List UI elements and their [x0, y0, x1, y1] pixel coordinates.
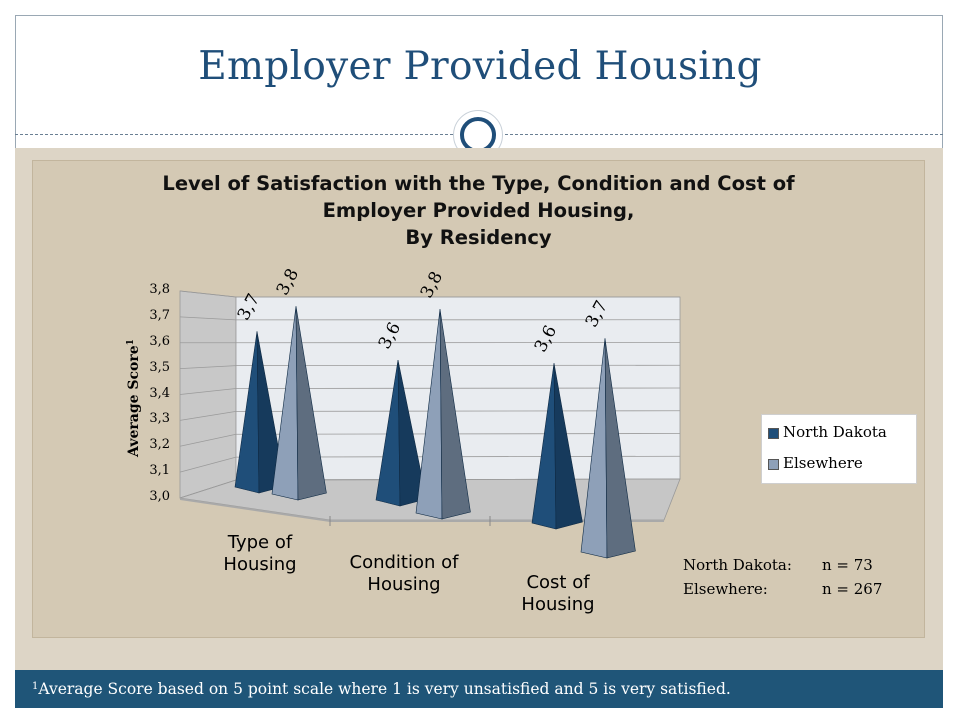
chart-title-line-2: Employer Provided Housing, — [322, 199, 635, 222]
sample-note-n-elsewhere: n = 267 — [822, 580, 883, 598]
data-label: 3,8 — [417, 268, 447, 301]
sample-note-n-north-dakota: n = 73 — [822, 556, 873, 574]
gridline — [179, 410, 681, 421]
chart-floor-edge — [180, 498, 664, 522]
y-tick-label: 3,4 — [149, 385, 170, 401]
gridline — [179, 364, 681, 370]
y-tick-label: 3,2 — [149, 437, 170, 453]
footnote-text: Average Score based on 5 point scale whe… — [38, 680, 731, 698]
footnote: 1Average Score based on 5 point scale wh… — [32, 680, 731, 698]
y-tick-label: 3,1 — [149, 463, 170, 479]
y-tick-label: 3,8 — [149, 282, 170, 297]
pyramid-side-face — [397, 360, 427, 507]
legend-swatch-elsewhere — [768, 459, 779, 470]
sample-note-group-north-dakota: North Dakota: — [683, 556, 792, 574]
divider-ring-icon — [460, 117, 496, 153]
footer-bar — [15, 670, 943, 708]
footnote-marker: 1 — [32, 681, 39, 692]
y-tick-label: 3,5 — [149, 359, 170, 375]
x-tick-label: Type of Housing — [223, 532, 297, 575]
gridline — [179, 316, 681, 321]
slide-title: Employer Provided Housing — [198, 44, 762, 89]
gridline — [179, 455, 681, 473]
pyramid-side-face — [295, 306, 327, 501]
y-tick-label: 3,3 — [149, 411, 170, 427]
chart-legend: North Dakota Elsewhere — [761, 414, 917, 484]
x-tick-label: Cost of Housing — [521, 572, 595, 615]
data-label: 3,8 — [273, 265, 303, 298]
gridline — [179, 290, 680, 298]
gridline — [179, 387, 681, 395]
chart-title-line-3: By Residency — [405, 226, 552, 249]
pyramid-side-face — [553, 363, 583, 530]
y-tick-label: 3,0 — [149, 489, 170, 504]
legend-swatch-north-dakota — [768, 428, 779, 439]
x-tick-label: Condition of Housing — [349, 552, 459, 595]
legend-label-elsewhere: Elsewhere — [783, 454, 863, 472]
sample-note-group-elsewhere: Elsewhere: — [683, 580, 768, 598]
legend-label-north-dakota: North Dakota — [783, 423, 887, 441]
pyramid-side-face — [604, 338, 636, 559]
gridline — [179, 433, 681, 447]
pyramid-side-face — [439, 309, 471, 520]
chart-side-wall — [179, 290, 237, 499]
y-tick-label: 3,7 — [149, 307, 170, 323]
chart-title-line-1: Level of Satisfaction with the Type, Con… — [162, 172, 795, 195]
y-tick-label: 3,6 — [149, 333, 170, 349]
